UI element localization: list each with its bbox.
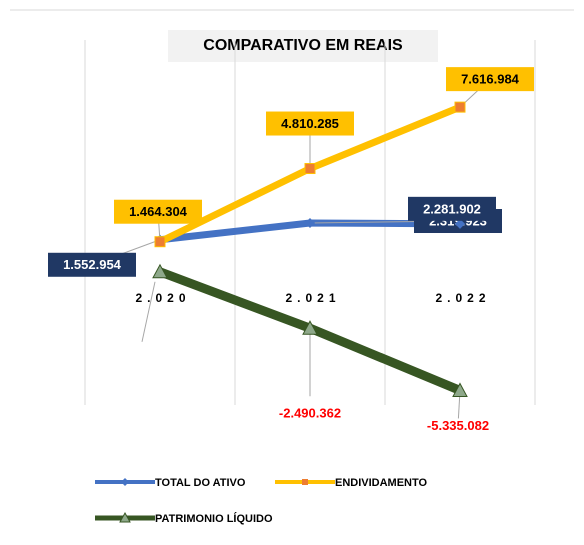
data-label: -5.335.082 — [427, 418, 489, 433]
label-box — [266, 111, 354, 136]
label-box — [446, 67, 534, 92]
marker — [152, 263, 168, 279]
marker — [154, 236, 166, 248]
marker — [455, 218, 465, 229]
data-label: -2.490.362 — [279, 406, 341, 421]
marker — [304, 163, 316, 175]
legend-label: ENDIVIDAMENTO — [335, 477, 428, 489]
marker — [305, 218, 315, 229]
leader-line — [309, 220, 429, 224]
leader-line — [141, 281, 156, 342]
chart-title: COMPARATIVO EM REAIS — [203, 37, 403, 54]
label-box — [114, 199, 202, 224]
legend-label: TOTAL DO ATIVO — [155, 477, 246, 489]
legend-marker — [302, 479, 308, 485]
marker — [452, 382, 468, 397]
marker — [454, 101, 466, 113]
x-tick-label: 2.021 — [285, 291, 340, 305]
label-box — [48, 252, 136, 277]
data-label: 1.552.954 — [63, 257, 122, 272]
data-label: 7.616.984 — [461, 72, 520, 87]
data-label: 2.281.902 — [423, 201, 481, 216]
legend-marker — [121, 478, 129, 486]
data-label: 4.810.285 — [281, 116, 339, 131]
legend-marker — [119, 511, 131, 523]
data-label: 1.464.304 — [129, 204, 188, 219]
x-tick-label: 2.020 — [135, 291, 190, 305]
title-box — [168, 30, 438, 62]
label-box — [408, 196, 496, 221]
legend-label: PATRIMONIO LÍQUIDO — [155, 512, 273, 525]
marker — [302, 320, 318, 335]
x-tick-label: 2.022 — [435, 291, 490, 305]
